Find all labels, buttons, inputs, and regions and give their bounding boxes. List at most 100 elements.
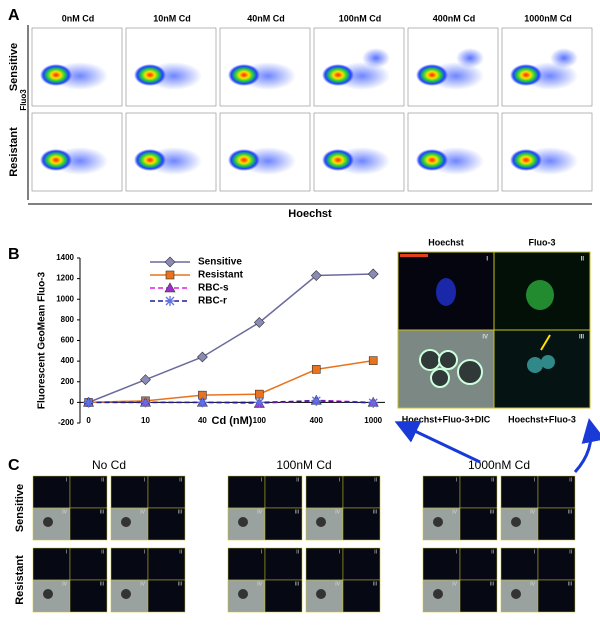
quadrant-numeral: II bbox=[569, 549, 572, 555]
quadrant-numeral: I bbox=[534, 549, 535, 555]
marker bbox=[196, 351, 208, 363]
image-quadrant bbox=[147, 507, 186, 541]
marker bbox=[140, 397, 151, 408]
panel-label: B bbox=[8, 246, 20, 263]
cell bbox=[438, 350, 458, 370]
cell-cloud bbox=[416, 149, 448, 171]
image-quadrant bbox=[493, 329, 591, 409]
cell bbox=[527, 357, 543, 373]
quadrant-numeral: IV bbox=[335, 581, 340, 587]
y-tick-label: 1000 bbox=[56, 294, 74, 303]
image-quadrant bbox=[537, 547, 576, 581]
y-tick-label: 0 bbox=[70, 397, 75, 406]
cell-cloud bbox=[362, 48, 390, 68]
image-quadrant bbox=[500, 475, 539, 509]
cell-cloud bbox=[416, 64, 448, 86]
quadrant-numeral: I bbox=[66, 549, 67, 555]
x-axis-label: Cd (nM) bbox=[212, 415, 253, 427]
image-label: Hoechst+Fluo-3+DIC bbox=[402, 414, 491, 424]
image-label: Fluo-3 bbox=[529, 237, 556, 247]
row-label: Resistant bbox=[8, 127, 20, 177]
marker bbox=[368, 397, 379, 408]
quadrant-numeral: I bbox=[261, 549, 262, 555]
cell bbox=[121, 589, 131, 599]
axis-label: Fluo3 bbox=[19, 89, 28, 111]
image-quadrant bbox=[227, 547, 266, 581]
quadrant-numeral: I bbox=[534, 477, 535, 483]
quadrant-numeral: III bbox=[568, 581, 572, 587]
condition-header: 40nM Cd bbox=[247, 13, 285, 23]
y-tick-label: 800 bbox=[61, 315, 75, 324]
legend-label: Sensitive bbox=[198, 257, 242, 268]
cell-cloud bbox=[322, 64, 354, 86]
cell bbox=[43, 589, 53, 599]
y-axis-label: Fluorescent GeoMean Fluo-3 bbox=[37, 271, 48, 409]
marker bbox=[367, 268, 379, 280]
y-tick-label: 600 bbox=[61, 336, 75, 345]
image-quadrant bbox=[459, 579, 498, 613]
x-tick-label: 40 bbox=[198, 416, 207, 425]
quadrant-numeral: IV bbox=[62, 581, 67, 587]
image-quadrant bbox=[459, 547, 498, 581]
y-tick-label: 200 bbox=[61, 377, 75, 386]
cell bbox=[316, 589, 326, 599]
y-tick-label: -200 bbox=[58, 418, 75, 427]
condition-header: 100nM Cd bbox=[339, 13, 382, 23]
x-tick-label: 1000 bbox=[364, 416, 382, 425]
marker bbox=[197, 397, 208, 408]
quadrant-numeral: II bbox=[296, 477, 299, 483]
quadrant-numeral: I bbox=[144, 477, 145, 483]
quadrant-numeral: II bbox=[491, 477, 494, 483]
marker bbox=[311, 365, 321, 374]
marker bbox=[368, 356, 378, 365]
image-quadrant bbox=[264, 579, 303, 613]
x-tick-label: 10 bbox=[141, 416, 150, 425]
image-quadrant bbox=[32, 475, 71, 509]
quadrant-numeral: III bbox=[178, 509, 182, 515]
quadrant-numeral: IV bbox=[452, 509, 457, 515]
cell-cloud bbox=[40, 149, 72, 171]
scale-bar bbox=[400, 254, 428, 257]
quadrant-numeral: III bbox=[295, 509, 299, 515]
marker bbox=[140, 374, 151, 386]
image-quadrant bbox=[110, 547, 149, 581]
image-quadrant bbox=[305, 547, 344, 581]
condition-header: 100nM Cd bbox=[276, 458, 331, 472]
series-line bbox=[88, 359, 374, 404]
quadrant-numeral: III bbox=[568, 509, 572, 515]
quadrant-numeral: IV bbox=[257, 581, 262, 587]
marker bbox=[83, 397, 94, 408]
quadrant-numeral: II bbox=[179, 549, 182, 555]
marker bbox=[253, 317, 265, 328]
quadrant-numeral: III bbox=[100, 581, 104, 587]
quadrant-numeral: I bbox=[456, 549, 457, 555]
image-quadrant bbox=[264, 547, 303, 581]
quadrant-numeral: I bbox=[456, 477, 457, 483]
quadrant-numeral: II bbox=[101, 477, 104, 483]
image-quadrant bbox=[110, 475, 149, 509]
y-tick-label: 1200 bbox=[56, 274, 74, 283]
cell bbox=[511, 517, 521, 527]
cell bbox=[316, 517, 326, 527]
image-quadrant bbox=[537, 507, 576, 541]
image-quadrant bbox=[147, 475, 186, 509]
quadrant-numeral: III bbox=[178, 581, 182, 587]
quadrant-numeral: I bbox=[339, 477, 340, 483]
quadrant-numeral: II bbox=[374, 549, 377, 555]
quadrant-numeral: I bbox=[144, 549, 145, 555]
image-label: Hoechst+Fluo-3 bbox=[508, 414, 576, 424]
cell bbox=[43, 517, 53, 527]
quadrant-numeral: II bbox=[179, 477, 182, 483]
image-quadrant bbox=[147, 547, 186, 581]
image-quadrant bbox=[459, 475, 498, 509]
quadrant-numeral: III bbox=[295, 581, 299, 587]
legend-label: RBC-r bbox=[198, 296, 227, 307]
cell-cloud bbox=[510, 149, 542, 171]
image-quadrant bbox=[342, 579, 381, 613]
series-line bbox=[88, 273, 374, 404]
image-quadrant bbox=[422, 475, 461, 509]
quadrant-numeral: IV bbox=[452, 581, 457, 587]
image-quadrant bbox=[69, 507, 108, 541]
